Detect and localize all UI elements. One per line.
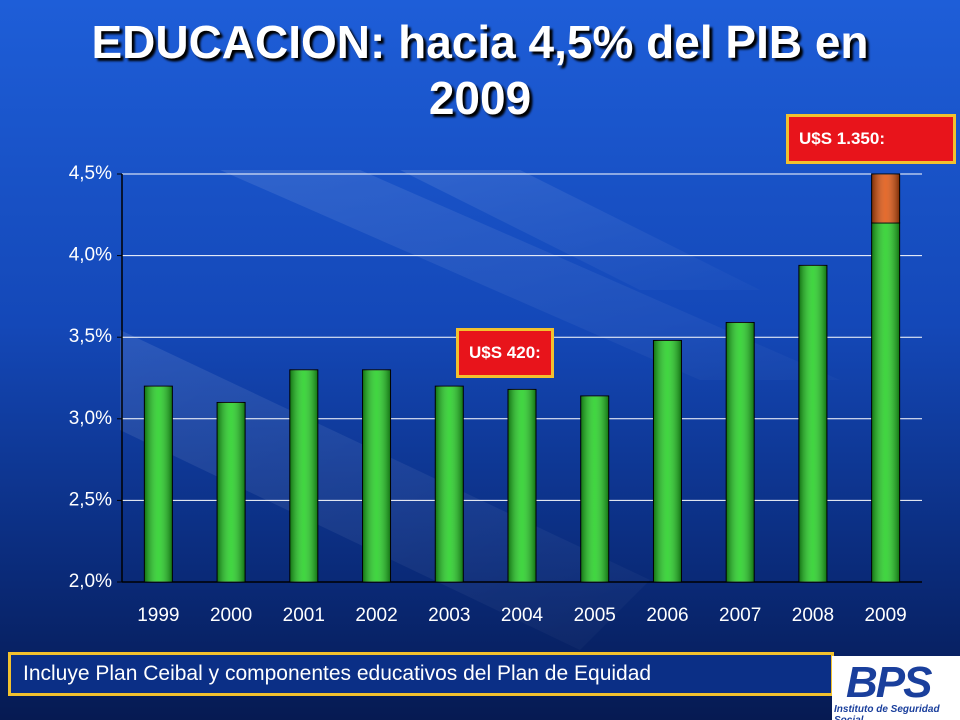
x-tick-label: 2006	[646, 605, 688, 626]
bar-shading	[144, 386, 173, 582]
y-tick-label: 4,5%	[69, 163, 112, 184]
logo-name: BPS	[846, 658, 932, 707]
x-tick-label: 2000	[210, 605, 252, 626]
x-tick-label: 2003	[428, 605, 470, 626]
bar-shading	[871, 174, 900, 223]
chart-title: EDUCACION: hacia 4,5% del PIB en 2009	[91, 16, 869, 124]
x-tick-label: 2001	[283, 605, 325, 626]
x-tick-label: 1999	[137, 605, 179, 626]
y-tick-label: 4,0%	[69, 245, 112, 266]
y-tick-label: 2,5%	[69, 489, 112, 510]
y-tick-label: 2,0%	[69, 571, 112, 592]
x-tick-label: 2004	[501, 605, 544, 626]
annotation: U$S 420:	[456, 328, 554, 378]
bar-shading	[653, 340, 682, 582]
bar-shading	[798, 265, 827, 582]
bar-shading	[726, 322, 755, 582]
bar-shading	[871, 222, 900, 582]
bar-shading	[580, 395, 609, 582]
annotation: U$S 1.350:	[786, 114, 956, 164]
x-tick-label: 2009	[864, 605, 906, 626]
bar-shading	[289, 369, 318, 582]
y-tick-label: 3,0%	[69, 408, 112, 429]
bar-shading	[362, 369, 391, 582]
bar-shading	[435, 386, 464, 582]
y-tick-label: 3,5%	[69, 326, 112, 347]
x-tick-label: 2007	[719, 605, 761, 626]
plot-area: 2,0% 2,5% 3,0% 3,5% 4,0% 4,5% 1999 2000 2001 2002…	[69, 163, 922, 626]
footnote: Incluye Plan Ceibal y componentes educat…	[8, 652, 834, 696]
bar-shading	[508, 389, 536, 582]
logo: BPS Instituto de Seguridad Social	[832, 656, 960, 720]
logo-subtitle: Instituto de Seguridad Social	[834, 704, 940, 720]
x-tick-label: 2008	[792, 605, 834, 626]
x-tick-label: 2002	[355, 605, 397, 626]
bar-shading	[217, 402, 246, 582]
x-tick-label: 2005	[574, 605, 616, 626]
